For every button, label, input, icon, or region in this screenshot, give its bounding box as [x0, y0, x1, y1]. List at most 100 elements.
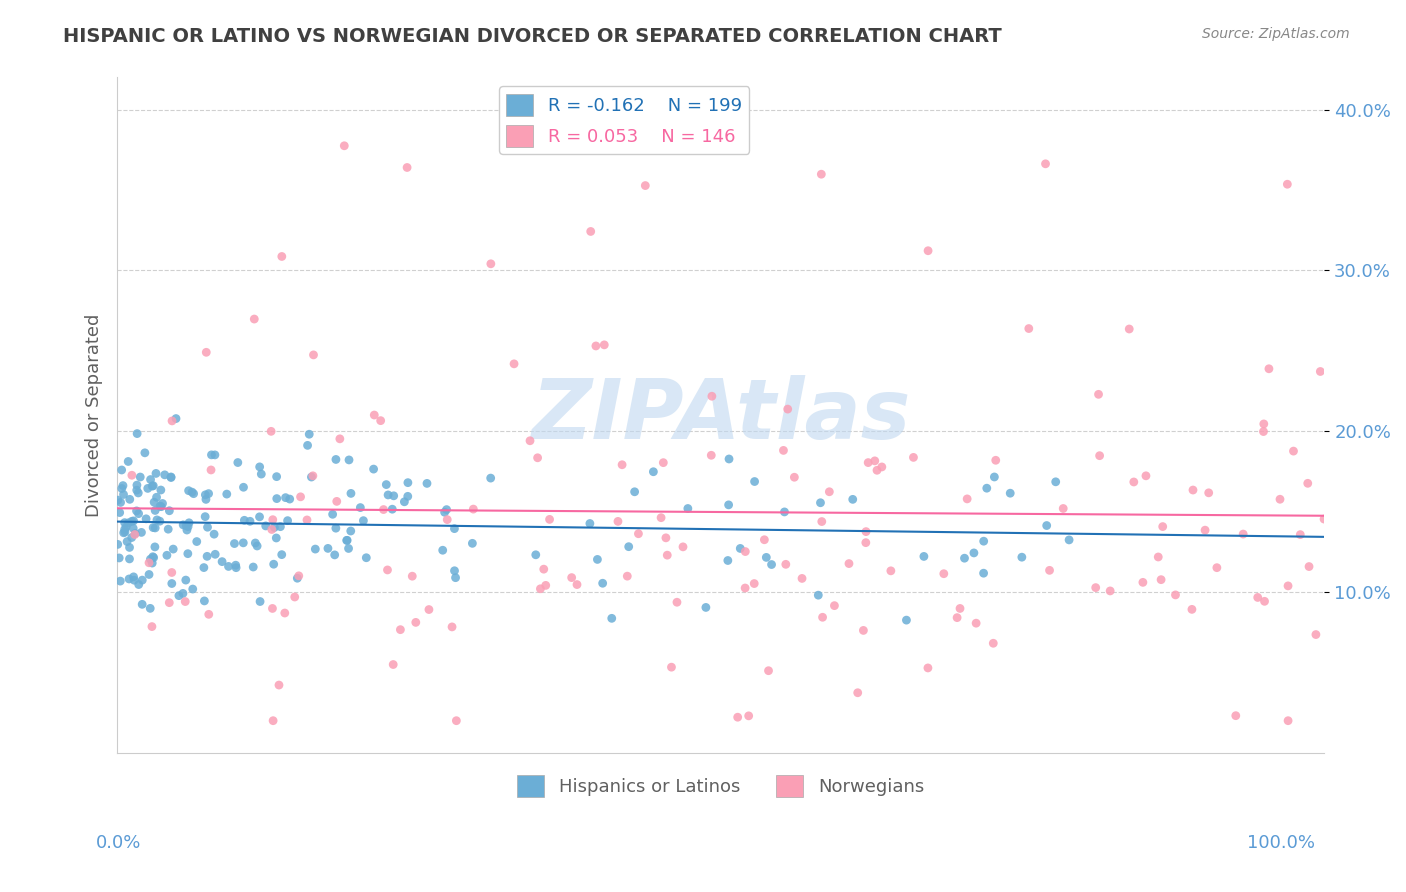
Point [134, 446, 156, 460]
Point [896, 613, 918, 627]
Point [129, 470, 152, 484]
Point [1253, 594, 1275, 608]
Point [623, 484, 645, 499]
Point [1087, 387, 1109, 401]
Point [433, 505, 456, 519]
Point [160, 470, 183, 484]
Point [396, 161, 419, 175]
Point [617, 540, 640, 554]
Point [700, 389, 723, 403]
Point [1000, 486, 1022, 500]
Point [811, 610, 834, 624]
Point [122, 521, 145, 535]
Point [953, 551, 976, 566]
Point [903, 450, 925, 465]
Point [381, 502, 404, 516]
Point [285, 571, 308, 585]
Point [1038, 563, 1060, 577]
Point [973, 566, 995, 581]
Point [963, 546, 986, 560]
Point [128, 507, 150, 521]
Point [1045, 475, 1067, 489]
Point [1305, 627, 1327, 641]
Point [856, 456, 879, 470]
Point [754, 533, 776, 547]
Point [322, 508, 344, 522]
Point [855, 535, 877, 549]
Point [1099, 583, 1122, 598]
Point [405, 615, 427, 630]
Point [627, 526, 650, 541]
Point [127, 486, 149, 500]
Point [254, 519, 277, 533]
Point [727, 710, 749, 724]
Point [396, 489, 419, 503]
Point [218, 559, 240, 574]
Point [165, 411, 187, 425]
Point [1150, 573, 1173, 587]
Point [142, 549, 165, 564]
Point [389, 623, 412, 637]
Point [304, 542, 326, 557]
Point [215, 487, 238, 501]
Point [1253, 417, 1275, 431]
Point [983, 470, 1005, 484]
Point [382, 489, 405, 503]
Point [657, 548, 679, 562]
Point [534, 578, 557, 592]
Point [363, 408, 385, 422]
Point [183, 486, 205, 500]
Point [672, 540, 695, 554]
Point [396, 475, 419, 490]
Point [249, 594, 271, 608]
Point [243, 312, 266, 326]
Point [194, 488, 217, 502]
Point [110, 574, 132, 588]
Point [160, 470, 183, 484]
Point [174, 594, 197, 608]
Point [1309, 364, 1331, 378]
Point [143, 503, 166, 517]
Point [382, 657, 405, 672]
Point [775, 558, 797, 572]
Point [852, 624, 875, 638]
Point [1277, 714, 1299, 728]
Point [866, 463, 889, 477]
Point [232, 480, 254, 494]
Point [177, 547, 200, 561]
Point [965, 616, 987, 631]
Point [1088, 449, 1111, 463]
Point [146, 513, 169, 527]
Point [111, 463, 134, 477]
Point [274, 606, 297, 620]
Point [266, 531, 288, 545]
Point [695, 600, 717, 615]
Point [302, 348, 325, 362]
Point [267, 678, 290, 692]
Point [110, 495, 132, 509]
Point [157, 522, 180, 536]
Point [177, 519, 200, 533]
Point [446, 714, 468, 728]
Point [278, 491, 301, 506]
Point [810, 167, 832, 181]
Point [121, 468, 143, 483]
Point [1282, 444, 1305, 458]
Point [1118, 322, 1140, 336]
Point [125, 478, 148, 492]
Point [149, 514, 172, 528]
Point [340, 486, 363, 500]
Point [463, 502, 485, 516]
Point [519, 434, 541, 448]
Point [737, 709, 759, 723]
Point [790, 571, 813, 585]
Point [195, 549, 218, 564]
Point [956, 491, 979, 506]
Point [121, 514, 143, 528]
Point [162, 542, 184, 557]
Point [160, 566, 183, 580]
Point [260, 523, 283, 537]
Point [949, 601, 972, 615]
Point [363, 462, 385, 476]
Point [197, 607, 219, 622]
